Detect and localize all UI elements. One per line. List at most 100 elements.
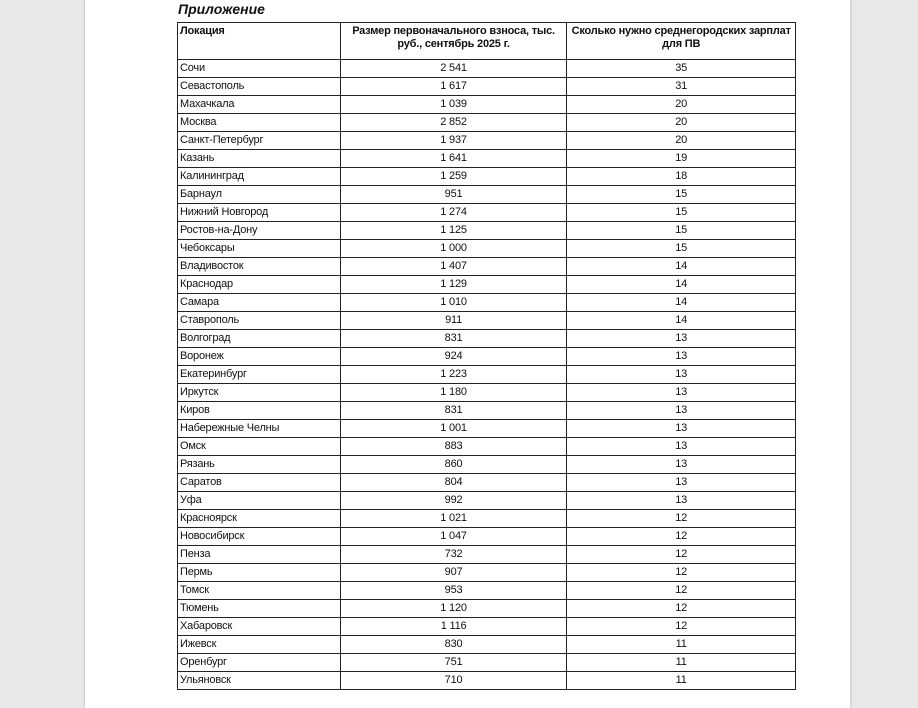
- cell-salaries-needed: 12: [566, 545, 796, 564]
- cell-down-payment: 1 001: [339, 419, 568, 438]
- cell-location: Тюмень: [177, 599, 341, 618]
- cell-location: Барнаул: [177, 185, 341, 204]
- cell-location: Уфа: [177, 491, 341, 510]
- cell-location: Набережные Челны: [177, 419, 341, 438]
- table-row: Иркутск 1 180 13: [177, 383, 796, 402]
- cell-down-payment: 1 129: [339, 275, 568, 294]
- cell-salaries-needed: 12: [566, 509, 796, 528]
- cell-down-payment: 1 259: [339, 167, 568, 186]
- table-row: Рязань 860 13: [177, 455, 796, 474]
- cell-salaries-needed: 12: [566, 617, 796, 636]
- cell-salaries-needed: 13: [566, 437, 796, 456]
- cell-down-payment: 831: [339, 329, 568, 348]
- cell-salaries-needed: 13: [566, 329, 796, 348]
- cell-down-payment: 1 010: [339, 293, 568, 312]
- cell-salaries-needed: 35: [566, 59, 796, 78]
- table-row: Омск 883 13: [177, 437, 796, 456]
- cell-down-payment: 1 047: [339, 527, 568, 546]
- cell-down-payment: 883: [339, 437, 568, 456]
- cell-salaries-needed: 12: [566, 527, 796, 546]
- header-salaries-needed: Сколько нужно среднегородских зарплат дл…: [566, 22, 796, 60]
- table-row: Тюмень 1 120 12: [177, 599, 796, 618]
- table-row: Москва 2 852 20: [177, 113, 796, 132]
- cell-location: Новосибирск: [177, 527, 341, 546]
- cell-salaries-needed: 20: [566, 113, 796, 132]
- cell-location: Чебоксары: [177, 239, 341, 258]
- cell-salaries-needed: 12: [566, 599, 796, 618]
- table-row: Санкт-Петербург 1 937 20: [177, 131, 796, 150]
- cell-location: Калининград: [177, 167, 341, 186]
- cell-location: Ставрополь: [177, 311, 341, 330]
- table-header-row: Локация Размер первоначального взноса, т…: [177, 22, 796, 60]
- cell-down-payment: 710: [339, 671, 568, 690]
- cell-location: Москва: [177, 113, 341, 132]
- cell-salaries-needed: 15: [566, 203, 796, 222]
- cell-salaries-needed: 31: [566, 77, 796, 96]
- table-row: Владивосток 1 407 14: [177, 257, 796, 276]
- table-row: Сочи 2 541 35: [177, 59, 796, 78]
- cell-salaries-needed: 20: [566, 95, 796, 114]
- table-row: Ижевск 830 11: [177, 635, 796, 654]
- cell-salaries-needed: 13: [566, 473, 796, 492]
- cell-location: Екатеринбург: [177, 365, 341, 384]
- cell-location: Томск: [177, 581, 341, 600]
- cell-location: Волгоград: [177, 329, 341, 348]
- table-row: Краснодар 1 129 14: [177, 275, 796, 294]
- table-row: Самара 1 010 14: [177, 293, 796, 312]
- cell-salaries-needed: 13: [566, 455, 796, 474]
- cell-down-payment: 911: [339, 311, 568, 330]
- cell-location: Киров: [177, 401, 341, 420]
- cell-down-payment: 1 021: [339, 509, 568, 528]
- cell-salaries-needed: 11: [566, 653, 796, 672]
- cell-down-payment: 1 274: [339, 203, 568, 222]
- cell-down-payment: 1 180: [339, 383, 568, 402]
- table-row: Воронеж 924 13: [177, 347, 796, 366]
- header-down-payment: Размер первоначального взноса, тыс. руб.…: [339, 22, 568, 60]
- table-row: Севастополь 1 617 31: [177, 77, 796, 96]
- table-row: Барнаул 951 15: [177, 185, 796, 204]
- cell-salaries-needed: 14: [566, 275, 796, 294]
- table-row: Пенза 732 12: [177, 545, 796, 564]
- cell-location: Санкт-Петербург: [177, 131, 341, 150]
- cell-location: Самара: [177, 293, 341, 312]
- table-row: Пермь 907 12: [177, 563, 796, 582]
- cell-down-payment: 1 120: [339, 599, 568, 618]
- cell-salaries-needed: 14: [566, 311, 796, 330]
- cell-down-payment: 1 641: [339, 149, 568, 168]
- cell-down-payment: 1 617: [339, 77, 568, 96]
- cell-salaries-needed: 19: [566, 149, 796, 168]
- table-row: Хабаровск 1 116 12: [177, 617, 796, 636]
- table-row: Саратов 804 13: [177, 473, 796, 492]
- cell-location: Пенза: [177, 545, 341, 564]
- cell-location: Нижний Новгород: [177, 203, 341, 222]
- cell-salaries-needed: 20: [566, 131, 796, 150]
- cell-location: Пермь: [177, 563, 341, 582]
- table-row: Набережные Челны 1 001 13: [177, 419, 796, 438]
- cell-location: Омск: [177, 437, 341, 456]
- table-row: Ставрополь 911 14: [177, 311, 796, 330]
- cell-salaries-needed: 13: [566, 419, 796, 438]
- cell-salaries-needed: 13: [566, 401, 796, 420]
- cell-down-payment: 2 852: [339, 113, 568, 132]
- cell-location: Красноярск: [177, 509, 341, 528]
- cell-down-payment: 804: [339, 473, 568, 492]
- cell-down-payment: 732: [339, 545, 568, 564]
- cell-location: Ростов-на-Дону: [177, 221, 341, 240]
- cell-salaries-needed: 11: [566, 671, 796, 690]
- cell-down-payment: 924: [339, 347, 568, 366]
- table-row: Новосибирск 1 047 12: [177, 527, 796, 546]
- table-row: Чебоксары 1 000 15: [177, 239, 796, 258]
- table-row: Томск 953 12: [177, 581, 796, 600]
- cell-down-payment: 1 223: [339, 365, 568, 384]
- table-row: Волгоград 831 13: [177, 329, 796, 348]
- cell-down-payment: 1 407: [339, 257, 568, 276]
- cell-down-payment: 951: [339, 185, 568, 204]
- cell-down-payment: 1 000: [339, 239, 568, 258]
- cell-down-payment: 992: [339, 491, 568, 510]
- cell-location: Владивосток: [177, 257, 341, 276]
- cell-salaries-needed: 13: [566, 383, 796, 402]
- table-row: Киров 831 13: [177, 401, 796, 420]
- cell-down-payment: 1 125: [339, 221, 568, 240]
- cell-location: Сочи: [177, 59, 341, 78]
- cell-location: Махачкала: [177, 95, 341, 114]
